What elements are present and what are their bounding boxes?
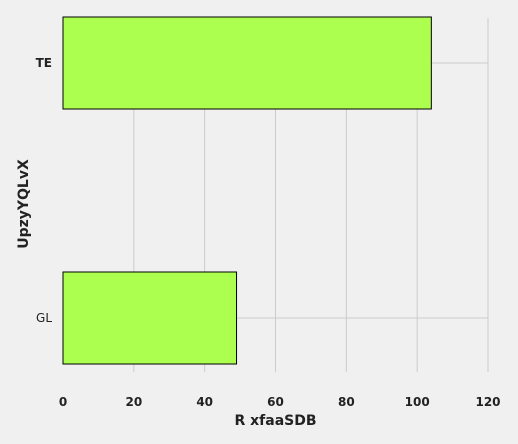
y-tick-label: GL — [36, 311, 52, 325]
bar-gl — [62, 271, 238, 365]
y-tick-label: TE — [36, 56, 52, 70]
x-tick-label: 60 — [267, 395, 284, 409]
y-tick-labels: TE GL — [36, 56, 53, 325]
x-axis-title: R xfaaSDB — [234, 413, 316, 429]
x-tick-label: 0 — [59, 395, 67, 409]
x-tick-label: 100 — [405, 395, 430, 409]
x-tick-label: 20 — [125, 395, 142, 409]
x-tick-label: 120 — [475, 395, 500, 409]
x-tick-labels: 0 20 40 60 80 100 120 — [59, 395, 501, 409]
y-axis-title: UpzyYQLvX — [16, 159, 32, 249]
x-tick-label: 40 — [196, 395, 213, 409]
x-tick-label: 80 — [338, 395, 355, 409]
bars — [62, 16, 432, 365]
bar-te — [62, 16, 432, 110]
